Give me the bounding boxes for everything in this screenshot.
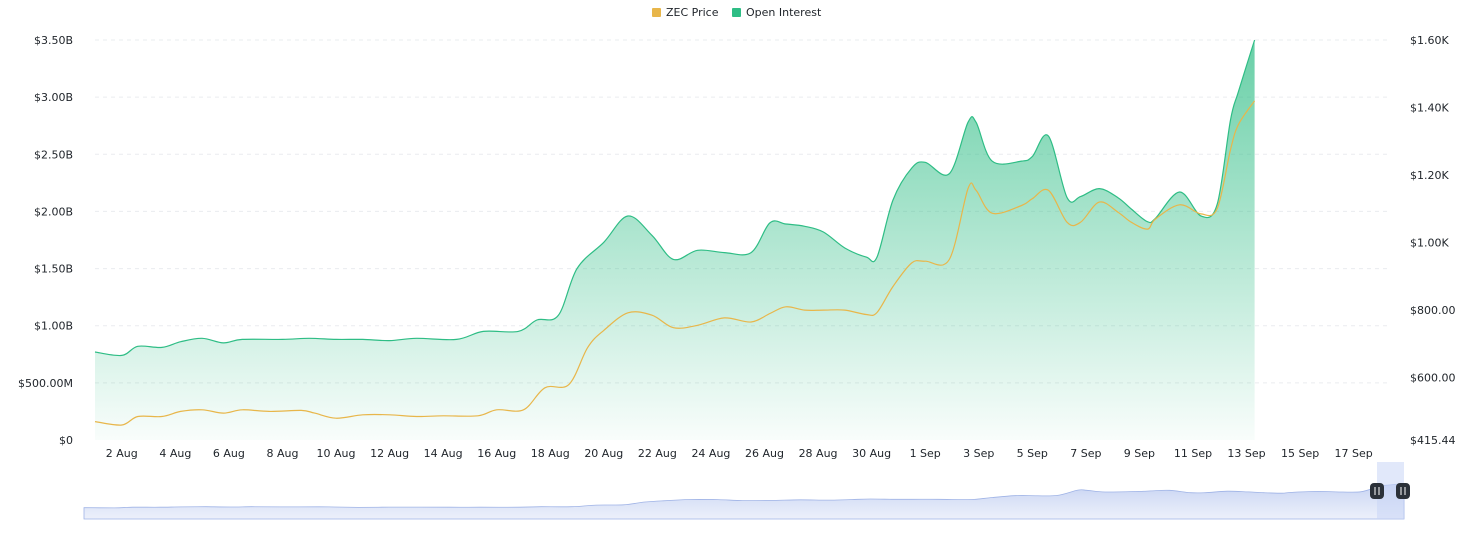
x-tick-label: 14 Aug xyxy=(424,447,463,460)
x-tick-label: 2 Aug xyxy=(106,447,138,460)
x-tick-label: 26 Aug xyxy=(745,447,784,460)
pause-icon xyxy=(1400,487,1406,495)
navigator-handle-right-body xyxy=(1396,483,1410,499)
x-tick-label: 8 Aug xyxy=(266,447,298,460)
navigator-handle-left-body xyxy=(1370,483,1384,499)
x-tick-label: 30 Aug xyxy=(852,447,891,460)
x-axis: 2 Aug 4 Aug 6 Aug 8 Aug 10 Aug 12 Aug 14 Aug 16… xyxy=(106,447,1373,460)
right-tick-label: $1.40K xyxy=(1410,102,1449,115)
left-tick-label: $500.00M xyxy=(18,377,73,390)
right-tick-label: $600.00 xyxy=(1410,372,1456,385)
x-tick-label: 12 Aug xyxy=(370,447,409,460)
navigator-area xyxy=(83,483,1405,520)
right-tick-label: $1.20K xyxy=(1410,169,1449,182)
range-navigator[interactable] xyxy=(83,462,1410,520)
x-tick-label: 15 Sep xyxy=(1281,447,1319,460)
x-tick-label: 16 Aug xyxy=(477,447,516,460)
legend-item-open-interest[interactable]: Open Interest xyxy=(732,6,822,19)
open-interest-area xyxy=(95,40,1255,440)
x-tick-label: 6 Aug xyxy=(213,447,245,460)
right-tick-label: $800.00 xyxy=(1410,304,1456,317)
right-tick-label: $1.00K xyxy=(1410,237,1449,250)
x-tick-label: 20 Aug xyxy=(584,447,623,460)
right-y-axis: $415.44 $600.00 $800.00 $1.00K $1.20K $1.40K $… xyxy=(1410,34,1456,447)
x-tick-label: 24 Aug xyxy=(691,447,730,460)
x-tick-label: 10 Aug xyxy=(317,447,356,460)
x-tick-label: 5 Sep xyxy=(1017,447,1048,460)
right-tick-label: $1.60K xyxy=(1410,34,1449,47)
x-tick-label: 9 Sep xyxy=(1124,447,1155,460)
legend-label-open-interest: Open Interest xyxy=(746,6,822,19)
legend: ZEC Price Open Interest xyxy=(652,6,822,19)
left-tick-label: $2.00B xyxy=(34,205,73,218)
x-tick-label: 4 Aug xyxy=(159,447,191,460)
left-tick-label: $2.50B xyxy=(34,148,73,161)
right-tick-label: $415.44 xyxy=(1410,434,1456,447)
x-tick-label: 3 Sep xyxy=(963,447,994,460)
legend-label-zec-price: ZEC Price xyxy=(666,6,719,19)
open-interest-line xyxy=(94,39,1256,357)
x-tick-label: 7 Sep xyxy=(1070,447,1101,460)
legend-swatch-zec-price xyxy=(652,8,661,17)
x-tick-label: 18 Aug xyxy=(531,447,570,460)
legend-item-zec-price[interactable]: ZEC Price xyxy=(652,6,719,19)
x-tick-label: 11 Sep xyxy=(1174,447,1212,460)
left-tick-label: $3.50B xyxy=(34,34,73,47)
left-tick-label: $0 xyxy=(59,434,73,447)
x-tick-label: 1 Sep xyxy=(910,447,941,460)
legend-swatch-open-interest xyxy=(732,8,741,17)
x-tick-label: 22 Aug xyxy=(638,447,677,460)
navigator-handle-left[interactable] xyxy=(1370,483,1384,499)
left-tick-label: $3.00B xyxy=(34,91,73,104)
x-tick-label: 28 Aug xyxy=(799,447,838,460)
left-tick-label: $1.50B xyxy=(34,263,73,276)
left-tick-label: $1.00B xyxy=(34,320,73,333)
navigator-handle-right[interactable] xyxy=(1396,483,1410,499)
x-tick-label: 13 Sep xyxy=(1227,447,1265,460)
left-y-axis: $0 $500.00M $1.00B $1.50B $2.00B $2.50B $3.00B… xyxy=(18,34,73,447)
pause-icon xyxy=(1374,487,1380,495)
x-tick-label: 17 Sep xyxy=(1335,447,1373,460)
zec-price-line xyxy=(94,100,1256,426)
